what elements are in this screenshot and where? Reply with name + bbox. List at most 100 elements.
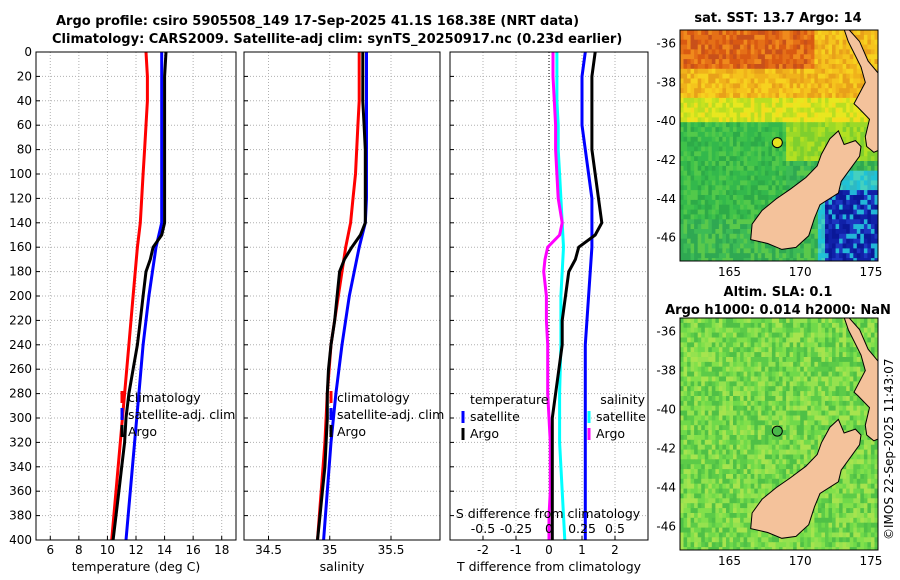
map-cell <box>726 449 731 456</box>
map-cell <box>793 410 798 417</box>
map-cell <box>708 253 713 259</box>
map-cell <box>803 165 808 172</box>
map-cell <box>832 415 837 421</box>
map-cell <box>768 454 773 460</box>
map-cell <box>697 381 702 387</box>
map-cell <box>708 238 713 245</box>
map-cell <box>771 248 776 254</box>
map-cell <box>694 425 699 431</box>
map-cell <box>729 415 734 421</box>
map-cell <box>711 34 716 41</box>
map-cell <box>814 381 819 387</box>
map-cell <box>718 117 723 123</box>
xtick-label-temperature-5: 16 <box>186 543 201 557</box>
ytick-label-2: 40 <box>17 94 32 108</box>
map-cell <box>743 127 748 133</box>
map-cell <box>771 112 776 118</box>
map-cell <box>849 199 854 206</box>
map-cell <box>796 425 801 431</box>
map-cell <box>697 88 702 94</box>
map-cell <box>860 400 865 407</box>
map-cell <box>701 410 706 417</box>
map-cell <box>690 78 695 84</box>
map-cell <box>867 59 872 65</box>
map-cell <box>856 165 861 172</box>
map-cell <box>726 117 731 123</box>
map-cell <box>708 229 713 235</box>
map-cell <box>800 464 805 470</box>
map-cell <box>694 229 699 235</box>
map-cell <box>757 204 762 211</box>
map-cell <box>683 146 688 152</box>
map-cell <box>832 219 837 225</box>
map-cell <box>701 233 706 240</box>
map-cell <box>697 420 702 426</box>
map-cell <box>779 332 784 339</box>
map-cell <box>743 430 748 436</box>
map-cell <box>796 78 801 84</box>
map-cell <box>704 381 709 387</box>
map-cell <box>683 131 688 138</box>
map-cell <box>803 361 808 368</box>
map-cell <box>786 49 791 55</box>
map-cell <box>733 190 738 196</box>
map-cell <box>690 54 695 60</box>
map-cell <box>750 435 755 441</box>
map-cell <box>846 214 851 220</box>
map-cell <box>793 469 798 475</box>
map-cell <box>718 420 723 426</box>
map-cell <box>761 405 766 412</box>
map-cell <box>771 127 776 133</box>
map-cell <box>860 224 865 230</box>
map-cell <box>796 420 801 426</box>
map-cell <box>817 238 822 245</box>
map-cell <box>726 73 731 80</box>
map-cell <box>839 195 844 201</box>
map-cell <box>810 322 815 329</box>
map-cell <box>764 185 769 191</box>
map-cell <box>757 44 762 51</box>
map-cell <box>726 204 731 211</box>
map-cell <box>718 102 723 109</box>
map-cell <box>733 415 738 421</box>
map-cell <box>708 405 713 412</box>
map-cell <box>743 420 748 426</box>
map-cell <box>694 478 699 485</box>
map-cell <box>764 78 769 84</box>
map-cell <box>849 361 854 368</box>
map-cell <box>761 199 766 206</box>
map-cell <box>842 410 847 417</box>
map-cell <box>779 49 784 55</box>
map-cell <box>846 469 851 475</box>
map-cell <box>750 464 755 470</box>
map-cell <box>754 243 759 249</box>
map-cell <box>718 347 723 353</box>
map-cell <box>736 366 741 373</box>
map-cell <box>683 449 688 456</box>
map-cell <box>878 74 882 80</box>
map-cell <box>803 342 808 348</box>
map-cell <box>736 73 741 80</box>
map-cell <box>757 318 762 324</box>
map-cell <box>740 366 745 373</box>
map-cell <box>715 396 720 402</box>
map-cell <box>733 180 738 186</box>
map-cell <box>764 439 769 446</box>
map-cell <box>697 39 702 46</box>
map-cell <box>715 357 720 363</box>
map-cell <box>832 361 837 368</box>
map-cell <box>835 93 840 99</box>
map-cell <box>687 391 692 397</box>
map-cell <box>786 381 791 387</box>
map-cell <box>817 30 822 36</box>
ytick-label-18: 360 <box>9 484 32 498</box>
map-cell <box>680 73 685 80</box>
map-cell <box>771 97 776 104</box>
map-cell <box>687 415 692 421</box>
map-cell <box>701 88 706 94</box>
map-cell <box>821 112 826 118</box>
map-cell <box>764 73 769 80</box>
map-cell <box>680 396 685 402</box>
map-cell <box>690 112 695 118</box>
map-cell <box>796 405 801 412</box>
